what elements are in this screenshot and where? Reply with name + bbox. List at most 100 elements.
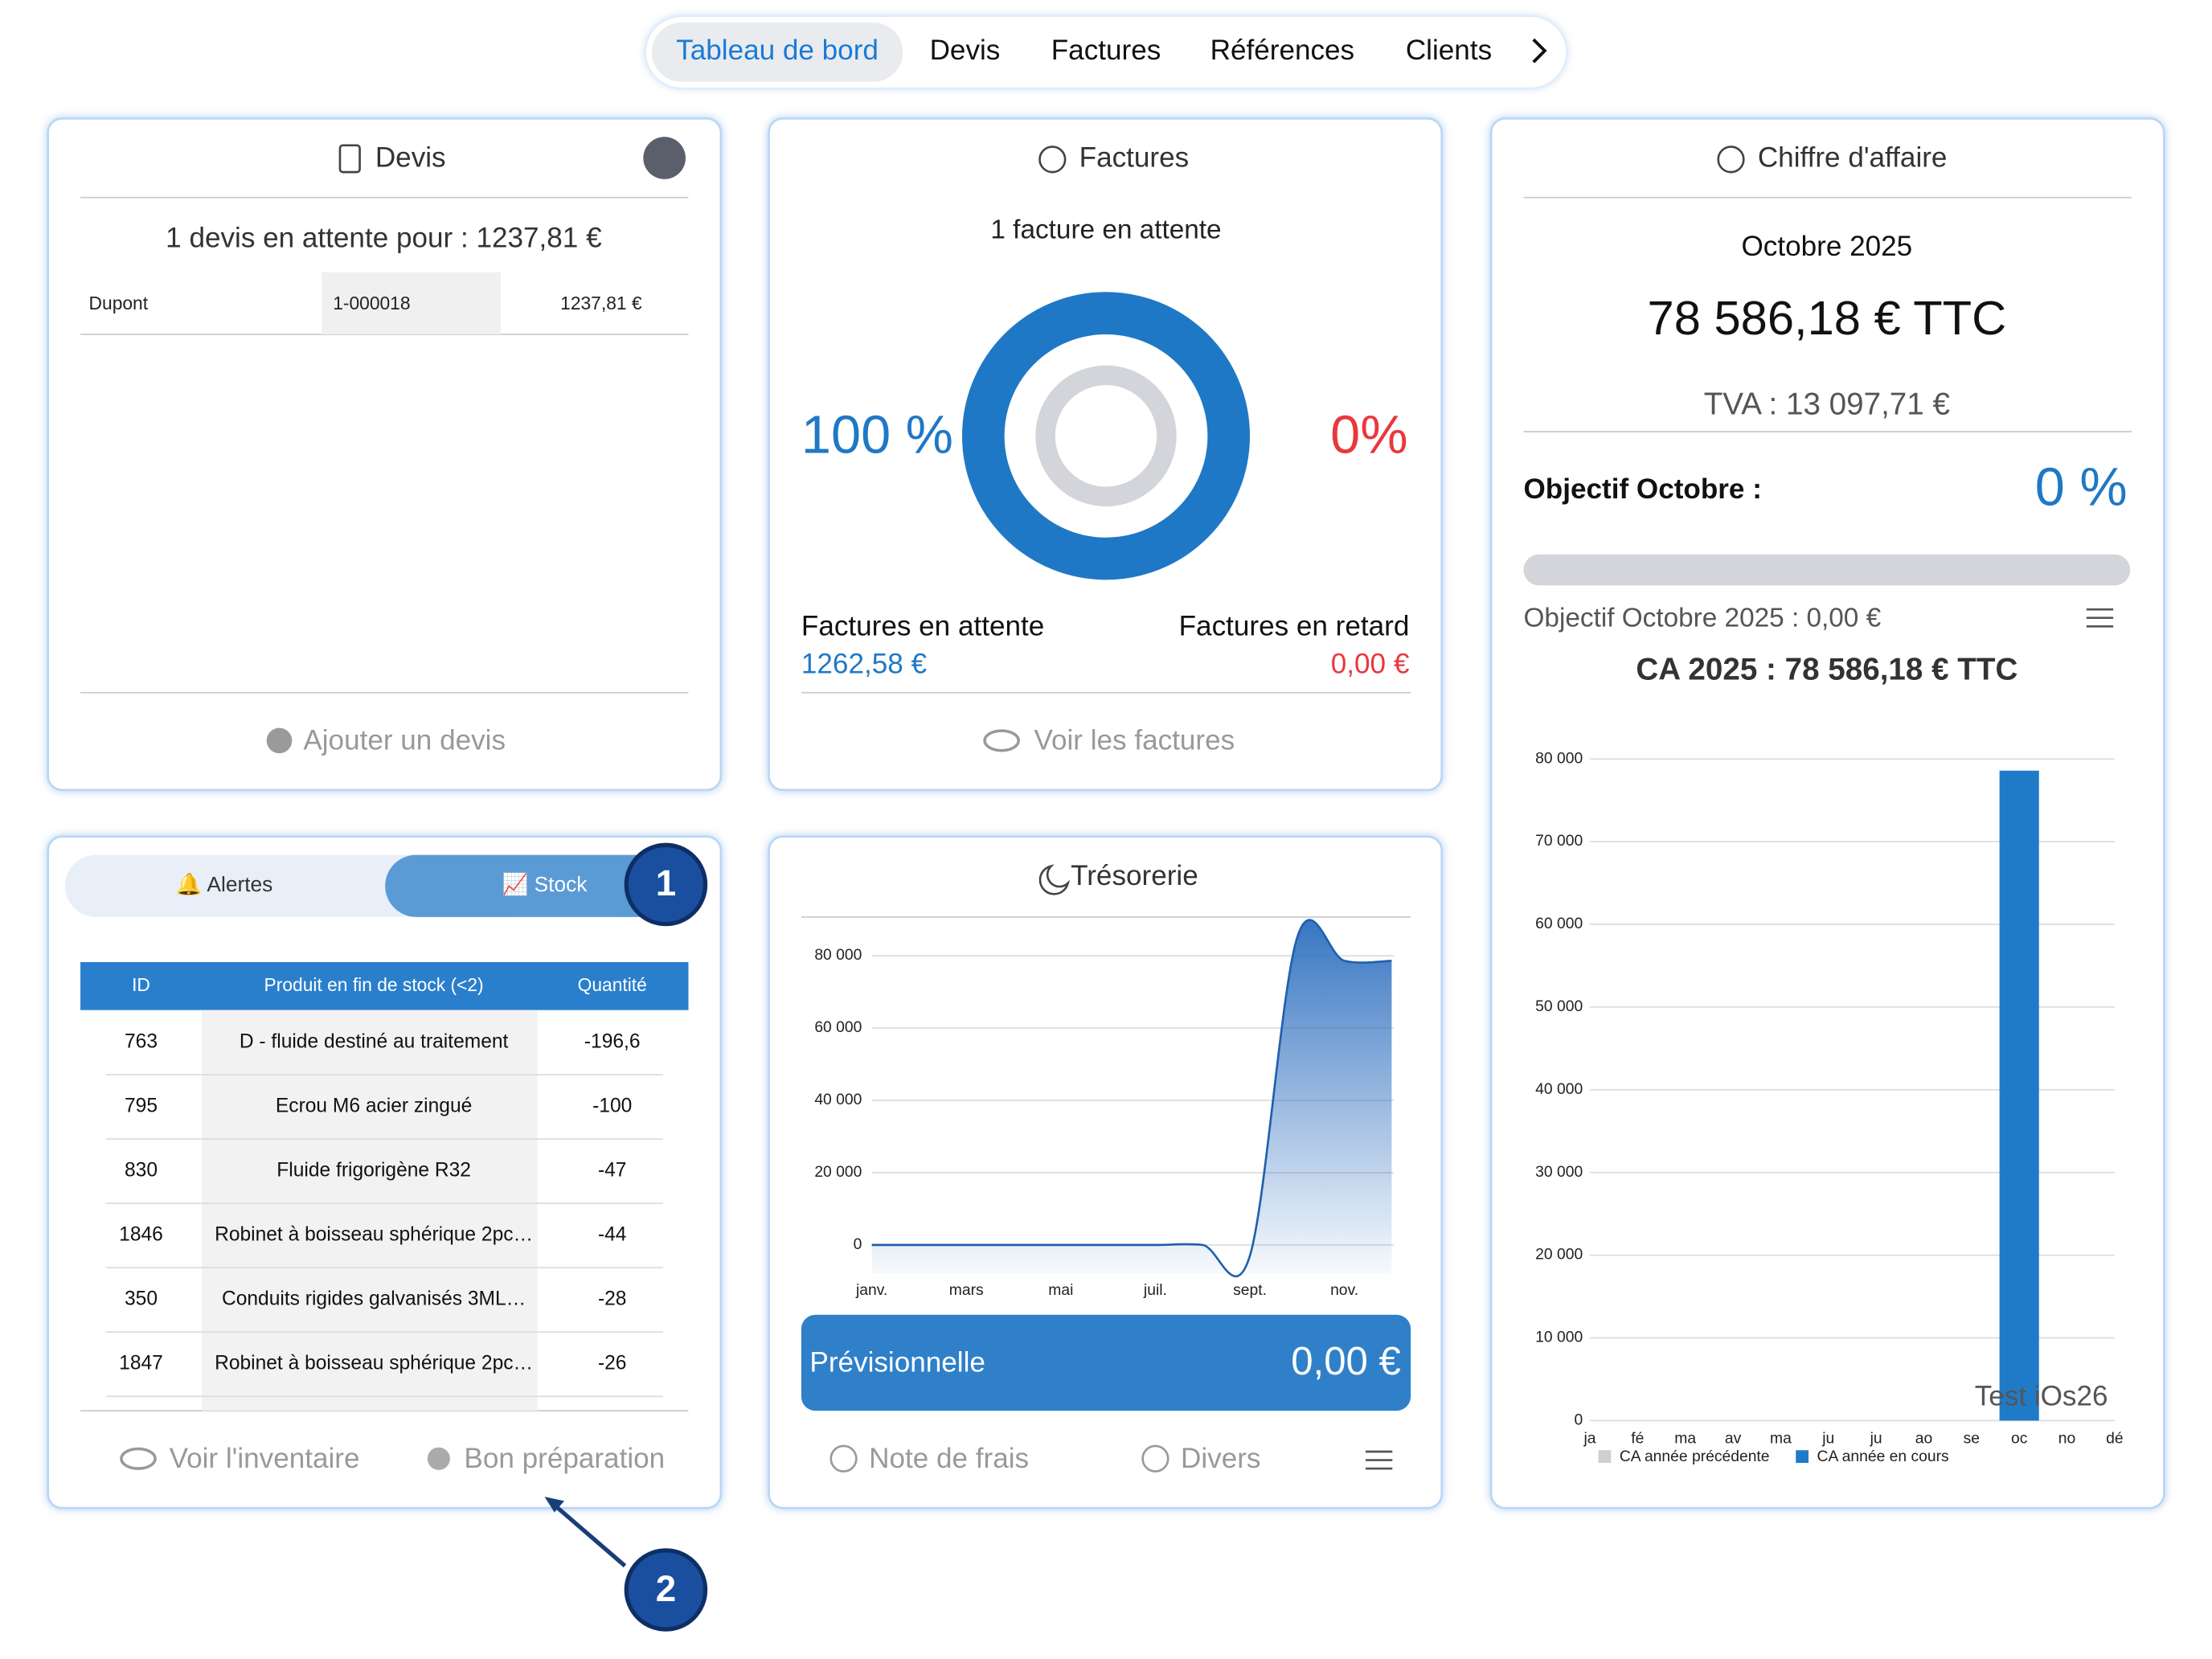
objective-text: Objectif Octobre 2025 : 0,00 € — [1524, 603, 1882, 633]
objective-label: Objectif Octobre : — [1524, 473, 1762, 505]
nav-tab[interactable]: Devis — [930, 35, 1001, 66]
month: Octobre 2025 — [1742, 231, 1913, 262]
table-cell: 1237,81 € — [560, 293, 642, 313]
x-tick-label: mars — [949, 1282, 984, 1299]
column-header: Quantité — [578, 974, 647, 995]
nav-next[interactable] — [1532, 38, 1547, 63]
legend-label: CA année en cours — [1817, 1448, 1949, 1465]
dividers — [80, 196, 2132, 1411]
x-tick-label: se — [1964, 1430, 1980, 1447]
nav-tab[interactable]: Factures — [1051, 35, 1161, 66]
legend-label: CA année précédente — [1620, 1448, 1770, 1465]
plus-icon — [1141, 1444, 1169, 1473]
prep-icon — [427, 1447, 450, 1470]
y-tick-label: 80 000 — [1535, 750, 1583, 767]
card-devis — [47, 117, 723, 792]
objective-pct: 0 % — [2035, 457, 2128, 517]
eye-icon — [983, 729, 1020, 752]
y-tick-label: 20 000 — [814, 1164, 862, 1181]
x-tick-label: ao — [1915, 1430, 1932, 1447]
eye-icon — [120, 1447, 157, 1470]
summary: 1 devis en attente pour : 1237,81 € — [166, 223, 602, 254]
action-button[interactable]: Voir les factures — [1034, 724, 1235, 756]
stock-tab[interactable]: 📈 Stock — [502, 872, 588, 896]
action-button[interactable]: Bon préparation — [464, 1443, 665, 1474]
donut-paid — [961, 292, 1251, 580]
status-dot[interactable] — [643, 137, 686, 179]
table-cell: Robinet à boisseau sphérique 2pc… — [215, 1224, 533, 1246]
progress-track — [1523, 554, 2131, 586]
action-button[interactable]: Voir l'inventaire — [170, 1443, 360, 1474]
card-title: Chiffre d'affaire — [1758, 142, 1948, 174]
paid-pct: 100 % — [801, 405, 953, 465]
forecast-amount: 0,00 € — [1291, 1340, 1401, 1383]
ca-icon — [1717, 145, 1745, 174]
nav-tab[interactable]: Clients — [1406, 35, 1492, 66]
stock-tab[interactable]: 🔔 Alertes — [176, 872, 273, 896]
x-tick-label: janv. — [855, 1282, 887, 1299]
table-cell: -196,6 — [584, 1031, 641, 1053]
table-cell: 763 — [125, 1031, 158, 1053]
stock-tab-active — [385, 854, 682, 917]
late-pct: 0% — [1330, 405, 1407, 465]
x-tick-label: mai — [1048, 1282, 1073, 1299]
callout-label: 1 — [656, 862, 676, 903]
tva: TVA : 13 097,71 € — [1704, 387, 1950, 422]
x-tick-label: ju — [1821, 1430, 1834, 1447]
table-cell: -100 — [592, 1096, 632, 1117]
legend-swatch — [1796, 1450, 1809, 1464]
label: Factures en attente — [801, 610, 1044, 641]
x-tick-label: oc — [2011, 1430, 2028, 1447]
table-cell: D - fluide destiné au traitement — [240, 1031, 509, 1053]
settings-icon[interactable] — [2086, 608, 2114, 628]
table-cell: Robinet à boisseau sphérique 2pc… — [215, 1353, 533, 1374]
y-tick-label: 30 000 — [1535, 1164, 1583, 1181]
cell-bg — [322, 272, 502, 334]
table-cell: Conduits rigides galvanisés 3ML… — [222, 1288, 526, 1310]
y-tick-label: 20 000 — [1535, 1247, 1583, 1264]
x-tick-label: juil. — [1143, 1282, 1167, 1299]
table-cell: 795 — [125, 1096, 158, 1117]
nav-tab[interactable]: Références — [1210, 35, 1354, 66]
legend-swatch — [1598, 1450, 1612, 1464]
action-button[interactable]: Divers — [1181, 1443, 1260, 1474]
x-tick-label: ma — [1674, 1430, 1696, 1447]
action-button[interactable]: Note de frais — [869, 1443, 1029, 1474]
donut-late — [1035, 365, 1177, 507]
y-tick-label: 40 000 — [1535, 1081, 1583, 1098]
table-cell: -26 — [598, 1353, 627, 1374]
watermark: Test iOs26 — [1975, 1381, 2108, 1412]
card-title: Devis — [375, 142, 446, 174]
nav-tab[interactable]: Tableau de bord — [676, 35, 879, 66]
table-cell: Dupont — [89, 293, 149, 313]
amount: 0,00 € — [1331, 649, 1410, 680]
card-ca — [1489, 117, 2165, 1509]
callout — [624, 1548, 708, 1632]
settings-icon[interactable] — [1365, 1450, 1393, 1470]
action-button[interactable]: Ajouter un devis — [303, 724, 506, 756]
x-tick-label: ju — [1870, 1430, 1882, 1447]
x-tick-label: dé — [2106, 1430, 2123, 1447]
forecast-label: Prévisionnelle — [809, 1346, 985, 1378]
arrow-head — [544, 1497, 565, 1513]
y-tick-label: 40 000 — [814, 1092, 862, 1108]
table-cell: -44 — [598, 1224, 627, 1246]
table-cell: 350 — [125, 1288, 158, 1310]
x-tick-label: ja — [1583, 1430, 1596, 1447]
factures-icon — [1038, 145, 1067, 174]
y-tick-label: 50 000 — [1535, 998, 1583, 1015]
card-title: Factures — [1079, 142, 1190, 174]
table-cell: Ecrou M6 acier zingué — [276, 1096, 472, 1117]
y-tick-label: 60 000 — [1535, 916, 1583, 932]
card-title: Trésorerie — [1071, 860, 1198, 891]
column-header: Produit en fin de stock (<2) — [264, 974, 484, 995]
x-tick-label: ma — [1770, 1430, 1792, 1447]
table-cell: 830 — [125, 1160, 158, 1182]
nav-active — [651, 23, 903, 82]
table-cell: -28 — [598, 1288, 627, 1310]
area — [871, 920, 1392, 1276]
forecast-box — [801, 1314, 1411, 1411]
column-bg — [201, 1010, 538, 1411]
